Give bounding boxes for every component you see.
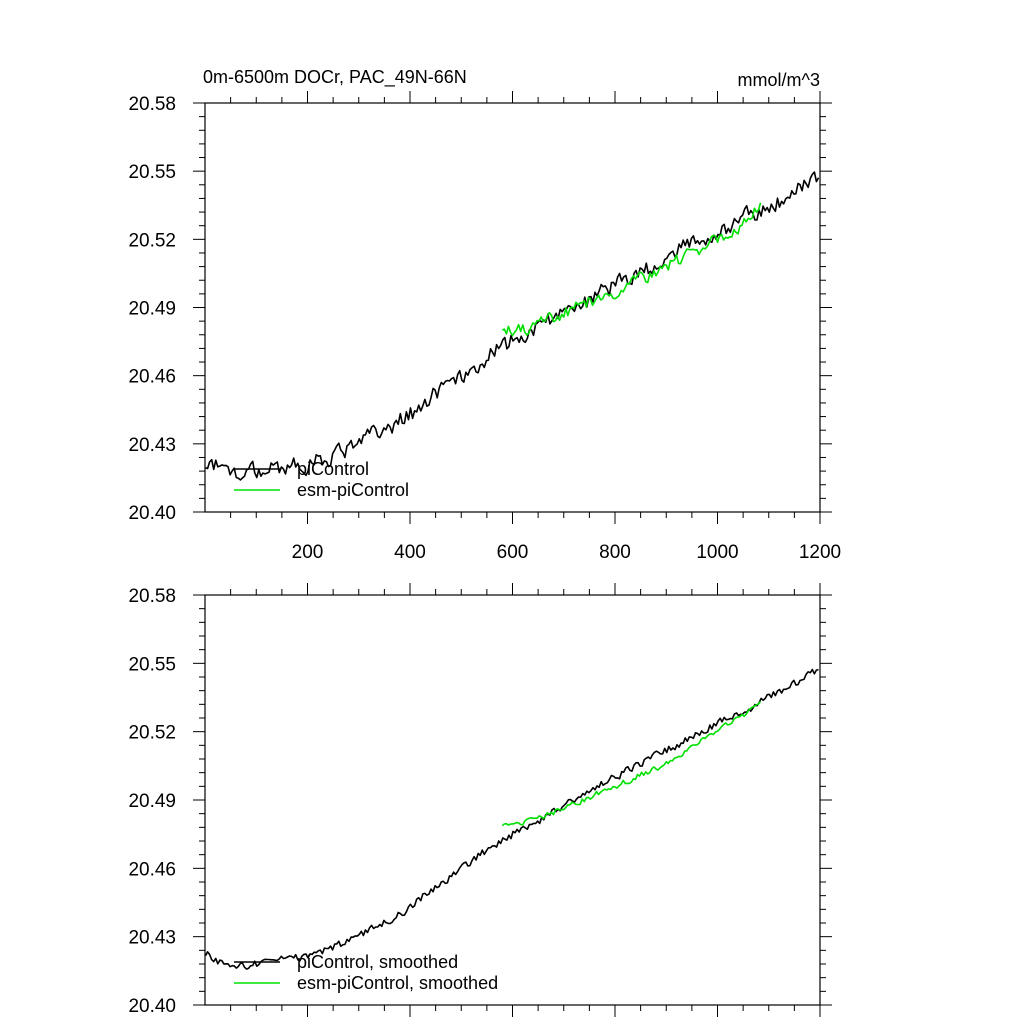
y-tick-label: 20.52 [128, 230, 176, 251]
y-tick-label: 20.49 [128, 299, 176, 320]
y-tick-label: 20.52 [128, 723, 176, 744]
series-line-esm-picontrol [501, 202, 762, 337]
x-tick-label: 1000 [696, 542, 738, 563]
y-tick-label: 20.46 [128, 859, 176, 880]
x-tick-label: 1200 [799, 542, 841, 563]
figure-title: 0m-6500m DOCr, PAC_49N-66N [203, 67, 467, 88]
y-tick-label: 20.49 [128, 791, 176, 812]
y-tick-label: 20.43 [128, 435, 176, 456]
legend-label: esm-piControl, smoothed [297, 973, 498, 993]
figure-units: mmol/m^3 [738, 70, 820, 90]
legend-label: esm-piControl [297, 480, 409, 500]
legend-label: piControl, smoothed [297, 952, 458, 972]
y-tick-label: 20.40 [128, 503, 176, 524]
legend-label: piControl [297, 459, 369, 479]
chart-panel-top: 20.40 20.43 20.46 20.49 20.52 20.55 20.58 200 40… [128, 91, 841, 563]
x-tick-label: 600 [497, 542, 529, 563]
y-tick-label: 20.55 [128, 162, 176, 183]
series-line-picontrol [205, 171, 820, 481]
y-tick-label: 20.58 [128, 586, 176, 607]
y-tick-label: 20.55 [128, 654, 176, 675]
chart-panel-bottom: 20.40 20.43 20.46 20.49 20.52 20.55 20.58 piCon… [128, 583, 832, 1017]
plot-frame [204, 594, 821, 1006]
x-tick-label: 200 [292, 542, 324, 563]
plot-frame [204, 102, 821, 513]
y-tick-label: 20.46 [128, 367, 176, 388]
y-tick-label: 20.40 [128, 996, 176, 1017]
series-line-esm-picontrol-smoothed [501, 701, 762, 827]
x-tick-label: 800 [599, 542, 631, 563]
series-line-picontrol-smoothed [205, 668, 819, 970]
x-tick-label: 400 [394, 542, 426, 563]
y-tick-label: 20.43 [128, 928, 176, 949]
y-tick-label: 20.58 [128, 94, 176, 115]
